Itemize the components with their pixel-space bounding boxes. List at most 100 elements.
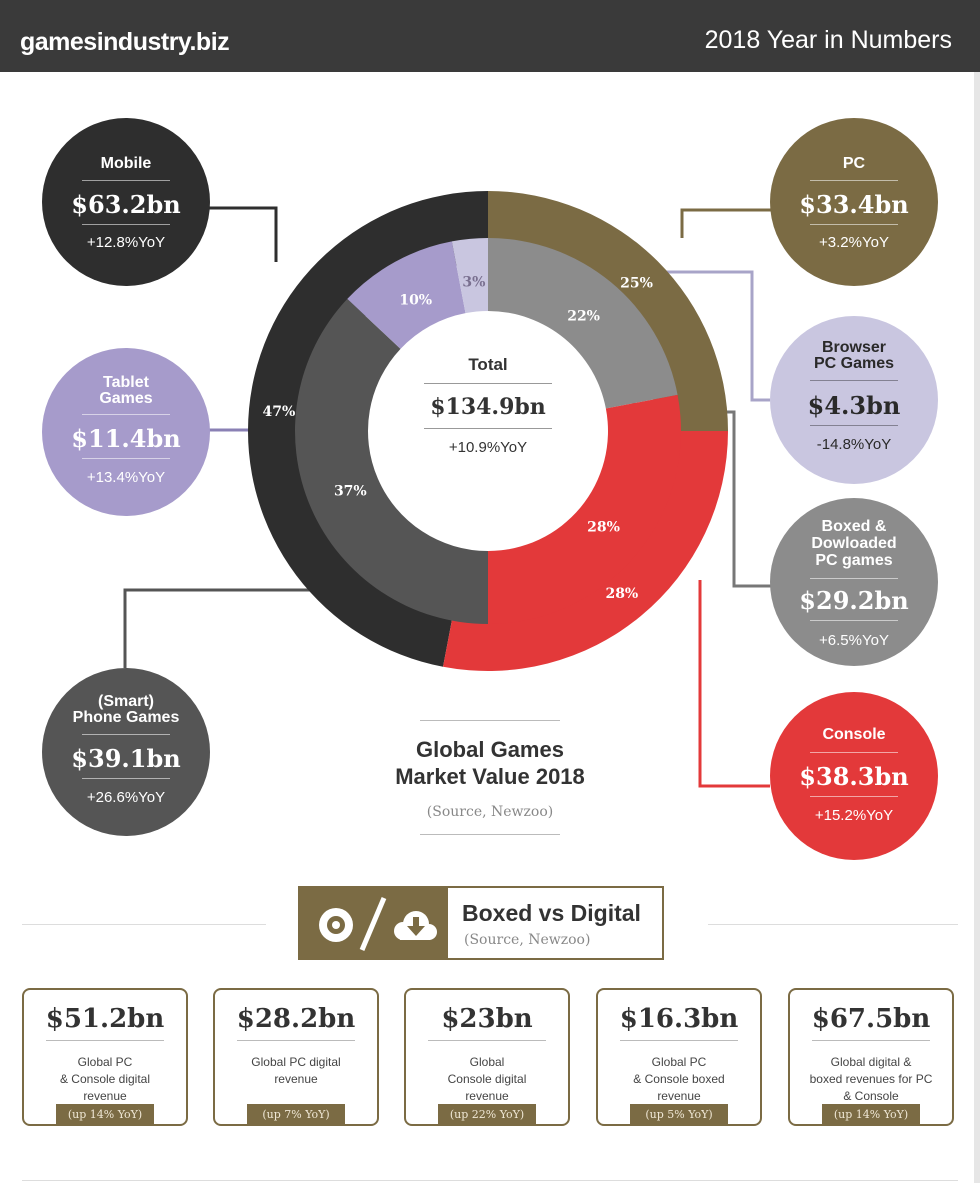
stat-card-desc-line: revenue bbox=[465, 1089, 509, 1103]
phone-value: $39.1bn bbox=[71, 744, 181, 773]
browser-value: $4.3bn bbox=[807, 391, 901, 420]
stat-card-rule bbox=[428, 1040, 546, 1041]
outer-slice-mobile bbox=[247, 191, 488, 667]
total-rule bbox=[424, 383, 552, 384]
tablet-bubble: Tablet Games $11.4bn +13.4%YoY bbox=[42, 348, 210, 516]
market-title-rule-top bbox=[420, 720, 560, 721]
inner-slice-console bbox=[488, 394, 681, 624]
stat-card-yoy: (up 14% YoY) bbox=[822, 1104, 920, 1126]
page-edge bbox=[974, 72, 980, 1183]
stat-card-rule bbox=[46, 1040, 164, 1041]
page-title: 2018 Year in Numbers bbox=[704, 26, 952, 54]
outer-slice-console-label: 28% bbox=[605, 586, 638, 602]
disc-icon bbox=[319, 908, 353, 942]
mobile-bubble: Mobile $63.2bn +12.8%YoY bbox=[42, 118, 210, 286]
stat-card: $16.3bn Global PC & Console boxed revenu… bbox=[596, 988, 762, 1126]
bottom-divider bbox=[22, 1180, 958, 1181]
stat-card-desc-line: & Console digital bbox=[59, 1072, 151, 1086]
boxed-rule bbox=[810, 578, 898, 579]
browser-rule bbox=[810, 380, 898, 381]
market-title-line-1: Global Games bbox=[416, 737, 564, 762]
phone-rule bbox=[82, 734, 170, 735]
mobile-yoy: +12.8%YoY bbox=[86, 234, 166, 251]
boxed-bubble: Boxed & Dowloaded PC games $29.2bn +6.5%… bbox=[770, 498, 938, 666]
stat-card-value: $23bn bbox=[441, 1004, 533, 1034]
phone-label-1: (Smart) bbox=[97, 693, 154, 710]
phone-yoy: +26.6%YoY bbox=[86, 789, 166, 806]
market-title: Global Games Market Value 2018 bbox=[360, 736, 620, 790]
bvd-title: Boxed vs Digital bbox=[462, 900, 641, 926]
console-yoy: +15.2%YoY bbox=[814, 807, 894, 824]
pc-bubble: PC $33.4bn +3.2%YoY bbox=[770, 118, 938, 286]
header-bar: gamesindustry.biz 2018 Year in Numbers bbox=[0, 0, 980, 72]
brand-logo[interactable]: gamesindustry.biz bbox=[20, 28, 230, 56]
inner-slice-phone bbox=[295, 298, 488, 624]
tablet-label-2: Games bbox=[99, 390, 153, 407]
console-rule bbox=[810, 752, 898, 753]
inner-slice-console-label: 28% bbox=[587, 520, 620, 536]
outer-slice-mobile-label: 47% bbox=[263, 404, 296, 420]
total-summary: Total $134.9bn +10.9%YoY bbox=[418, 355, 558, 456]
phone-bubble: (Smart) Phone Games $39.1bn +26.6%YoY bbox=[42, 668, 210, 836]
bvd-divider-right bbox=[708, 924, 958, 925]
cloud-download-icon bbox=[394, 911, 437, 940]
bvd-icons bbox=[319, 897, 437, 951]
inner-slice-tablet-label: 10% bbox=[399, 293, 432, 309]
browser-label-2: PC Games bbox=[813, 355, 895, 372]
boxed-rule-2 bbox=[810, 620, 898, 621]
tablet-label-1: Tablet bbox=[103, 374, 149, 391]
pc-yoy: +3.2%YoY bbox=[819, 234, 889, 251]
total-label: Total bbox=[468, 355, 508, 374]
stat-card-desc-line: revenue bbox=[274, 1072, 318, 1086]
inner-ring bbox=[295, 238, 681, 624]
boxed-yoy: +6.5%YoY bbox=[819, 632, 889, 649]
browser-bubble: Browser PC Games $4.3bn -14.8%YoY bbox=[770, 316, 938, 484]
phone-label-2: Phone Games bbox=[72, 709, 180, 726]
bvd-divider-left bbox=[22, 924, 266, 925]
total-value: $134.9bn bbox=[430, 394, 546, 420]
stat-card-desc-line: boxed revenues for PC bbox=[809, 1072, 933, 1086]
stat-card-desc-line: Global PC bbox=[77, 1055, 133, 1069]
inner-slice-browser bbox=[451, 238, 488, 314]
stat-card-desc-line: Global PC bbox=[651, 1055, 707, 1069]
total-yoy: +10.9%YoY bbox=[448, 439, 528, 456]
boxed-label-3: PC games bbox=[815, 552, 893, 569]
console-rule-2 bbox=[810, 796, 898, 797]
stat-card-yoy: (up 14% YoY) bbox=[56, 1104, 154, 1126]
stat-card-value: $51.2bn bbox=[45, 1004, 165, 1034]
tablet-value: $11.4bn bbox=[71, 424, 181, 453]
bvd-slash bbox=[359, 897, 387, 951]
market-title-rule-bottom bbox=[420, 834, 560, 835]
stat-card-value: $16.3bn bbox=[619, 1004, 739, 1034]
connector-pc bbox=[680, 208, 772, 238]
connector-console bbox=[698, 580, 770, 788]
console-value: $38.3bn bbox=[799, 762, 909, 791]
pc-rule-2 bbox=[810, 224, 898, 225]
stat-card-value: $67.5bn bbox=[811, 1004, 931, 1034]
stat-card-desc-line: & Console bbox=[843, 1089, 899, 1103]
stat-card-yoy: (up 7% YoY) bbox=[247, 1104, 345, 1126]
stat-card-desc-line: Console digital bbox=[447, 1072, 527, 1086]
console-label: Console bbox=[822, 726, 886, 743]
connector-mobile bbox=[208, 206, 278, 262]
bvd-source: (Source, Newzoo) bbox=[464, 932, 591, 948]
tablet-rule bbox=[82, 414, 170, 415]
browser-rule-2 bbox=[810, 425, 898, 426]
outer-slice-pc-label: 25% bbox=[620, 276, 653, 292]
boxed-value: $29.2bn bbox=[799, 586, 909, 615]
stat-card-desc: Global PC & Console boxed revenue bbox=[608, 1054, 750, 1105]
stat-card-rule bbox=[237, 1040, 355, 1041]
market-source: (Source, Newzoo) bbox=[426, 804, 554, 820]
pc-rule bbox=[810, 180, 898, 181]
mobile-value: $63.2bn bbox=[71, 190, 181, 219]
mobile-label: Mobile bbox=[100, 155, 152, 172]
tablet-yoy: +13.4%YoY bbox=[86, 469, 166, 486]
stat-card-rule bbox=[812, 1040, 930, 1041]
stat-card-desc-line: revenue bbox=[83, 1089, 127, 1103]
stat-card-yoy: (up 5% YoY) bbox=[630, 1104, 728, 1126]
browser-label-1: Browser bbox=[821, 339, 887, 356]
boxed-label-1: Boxed & bbox=[821, 518, 887, 535]
stat-card: $67.5bn Global digital & boxed revenues … bbox=[788, 988, 954, 1126]
stat-card-desc: Global Console digital revenue bbox=[416, 1054, 558, 1105]
